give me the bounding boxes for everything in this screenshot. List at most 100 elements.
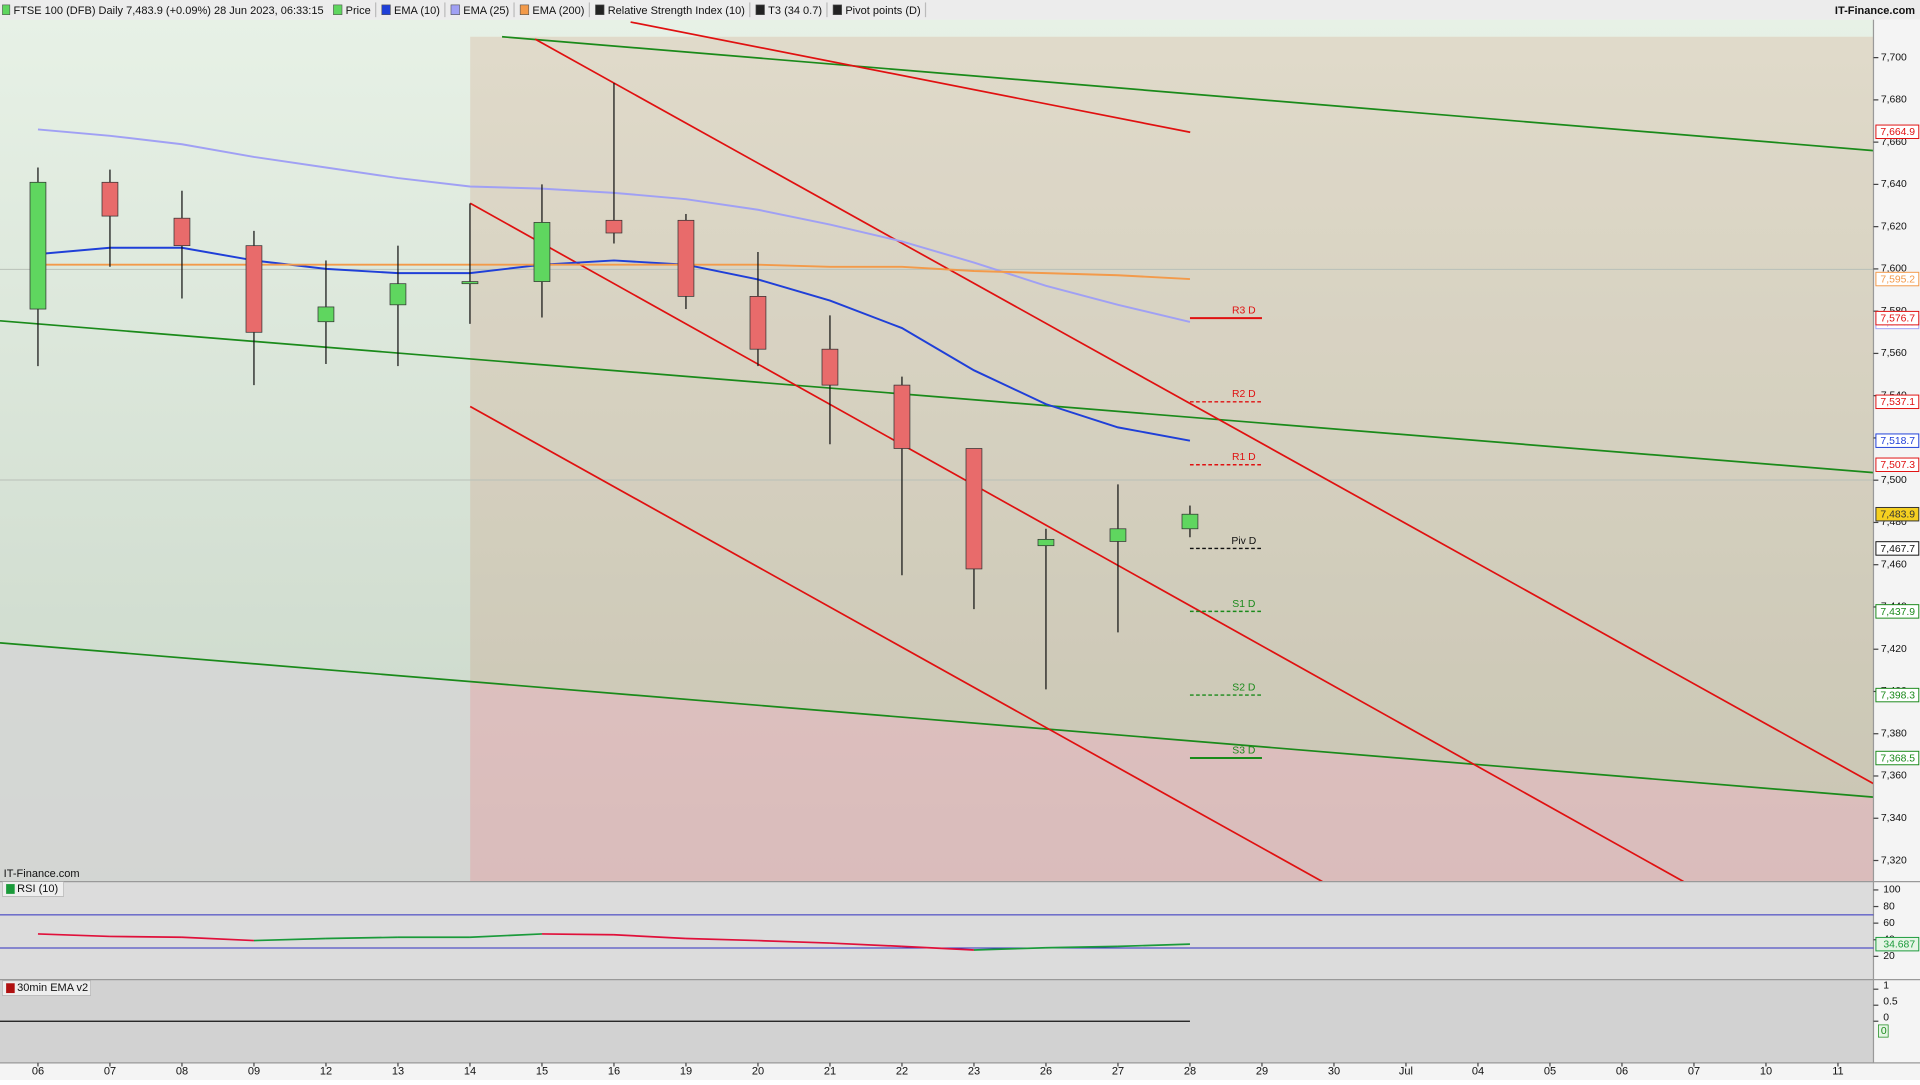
legend-swatch (333, 4, 343, 15)
pivot-label: S2 D (1232, 682, 1255, 693)
rsi-line (37, 933, 110, 938)
x-tick-label: 07 (1688, 1065, 1700, 1077)
candle-body (1109, 528, 1127, 542)
axis-value-label: 7,576.7 (1880, 313, 1915, 324)
candle-body (893, 384, 911, 449)
header-bar (0, 0, 1920, 20)
pivot-label: Piv D (1231, 536, 1256, 547)
rsi-line (757, 939, 830, 944)
rsi-line (685, 937, 758, 942)
rsi-line (253, 937, 326, 942)
axis-value-label: 7,537.1 (1880, 397, 1915, 408)
legend-swatch (832, 4, 842, 15)
y-tick-label: 7,700 (1881, 52, 1907, 63)
lower-zone (0, 642, 471, 882)
y-tick-label: 7,640 (1881, 179, 1907, 190)
trend-line (469, 202, 1685, 883)
rsi-line (541, 933, 614, 936)
x-tick-label: 27 (1112, 1065, 1124, 1077)
pivot-label: S1 D (1232, 599, 1255, 610)
axis-value-box (1875, 310, 1920, 326)
x-tick-label: 22 (896, 1065, 908, 1077)
rsi-line (109, 935, 182, 939)
rsi-line (901, 945, 975, 951)
x-tick-label: 12 (320, 1065, 332, 1077)
axis-value-label: 7,595.2 (1880, 274, 1915, 285)
x-tick-label: 21 (824, 1065, 836, 1077)
candle-body (821, 348, 839, 386)
y-tick-label: 7,420 (1881, 644, 1907, 655)
axis-value-label: 7,518.7 (1880, 436, 1915, 447)
x-tick-label: 11 (1832, 1065, 1843, 1077)
axis-value-box (1875, 750, 1920, 766)
rsi-line (325, 936, 398, 940)
channel-low-zone (470, 682, 1874, 882)
axis-value-box (1875, 604, 1920, 619)
trend-line (469, 405, 1323, 883)
axis-value-box (1875, 394, 1920, 410)
y-tick-label: 0.5 (1883, 996, 1898, 1007)
chart-title: FTSE 100 (DFB) Daily 7,483.9 (+0.09%) 28… (13, 5, 323, 17)
candle-body (749, 296, 767, 350)
trend-lines (0, 21, 1874, 883)
panel-icon (6, 884, 15, 894)
rsi-line (829, 942, 902, 948)
x-tick-label: 08 (176, 1065, 188, 1077)
x-tick-label: Jul (1399, 1065, 1413, 1077)
candle-body (965, 448, 983, 570)
axis-value-label: 7,483.9 (1880, 510, 1915, 521)
panel-icon (6, 983, 15, 994)
legend-label: Pivot points (D) (845, 5, 920, 17)
axis-value-box (1875, 687, 1920, 703)
legend-label: T3 (34 0.7) (768, 5, 822, 17)
legend-swatch (381, 4, 391, 15)
axis-value-box (1875, 506, 1920, 522)
x-tick-label: 29 (1256, 1065, 1268, 1077)
candle-body (245, 245, 263, 333)
trend-line (0, 642, 1874, 798)
ema-line (37, 263, 1191, 281)
x-tick-label: 04 (1472, 1065, 1484, 1077)
ema-line (37, 246, 1191, 442)
panel-label-box (2, 980, 91, 996)
axis-value-label: 7,467.7 (1880, 544, 1915, 555)
y-tick-label: 7,660 (1881, 137, 1907, 148)
y-tick-label: 7,360 (1881, 771, 1907, 782)
y-tick-label: 7,500 (1881, 475, 1907, 486)
axis-value-box (1875, 541, 1920, 556)
candle-body (29, 181, 47, 310)
axis-value-label: 7,368.5 (1880, 753, 1915, 764)
y-tick-label: 20 (1883, 951, 1895, 962)
x-tick-label: 26 (1040, 1065, 1052, 1077)
y-tick-label: 7,620 (1881, 221, 1907, 232)
x-tick-label: 06 (32, 1065, 44, 1077)
candle-body (677, 219, 695, 297)
channel-zone (470, 36, 1874, 798)
y-tick-label: 7,560 (1881, 348, 1907, 359)
y-tick-label: 100 (1883, 885, 1901, 896)
y-tick-label: 7,680 (1881, 95, 1907, 106)
legend-swatch (595, 4, 605, 15)
candle-body (533, 222, 551, 282)
trend-line (501, 35, 1874, 152)
y-tick-label: 7,480 (1881, 517, 1907, 528)
axis-value-box (1878, 1024, 1889, 1038)
trend-line (630, 21, 1191, 134)
legend-swatch (755, 4, 765, 15)
panel-label-box (2, 881, 64, 897)
y-tick-label: 7,600 (1881, 264, 1907, 275)
axis-value-label: 7,398.3 (1880, 690, 1915, 701)
candle-body (317, 306, 335, 323)
x-tick-label: 20 (752, 1065, 764, 1077)
panel-title: RSI (10) (17, 883, 58, 895)
x-tick-label: 15 (536, 1065, 548, 1077)
rsi-line (1117, 943, 1190, 948)
x-tick-label: 07 (104, 1065, 116, 1077)
x-tick-label: 05 (1544, 1065, 1556, 1077)
legend-label: Price (346, 5, 371, 17)
legend-label: EMA (200) (532, 5, 584, 17)
x-tick-label: 06 (1616, 1065, 1628, 1077)
pivot-label: S3 D (1232, 745, 1255, 756)
y-tick-label: 60 (1883, 918, 1895, 929)
